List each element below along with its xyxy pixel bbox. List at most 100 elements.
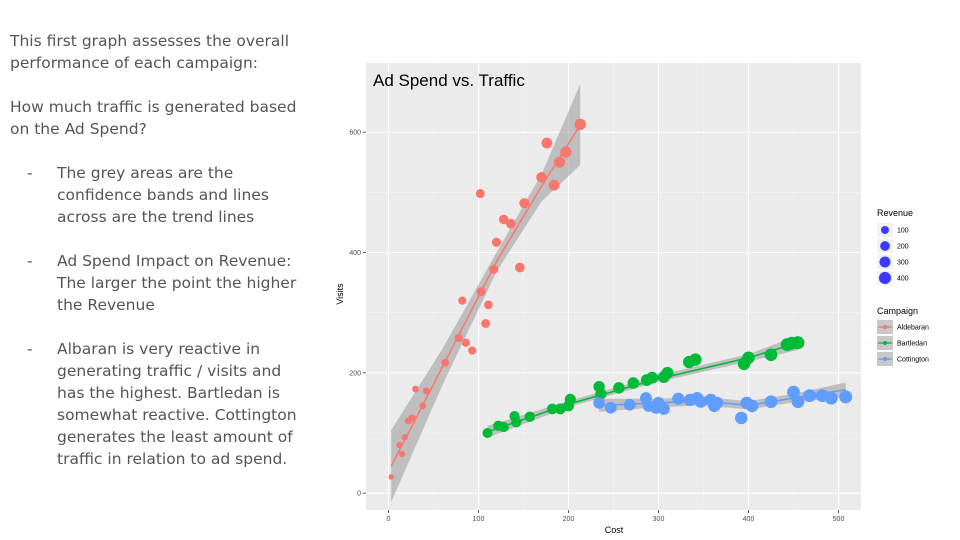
- data-point-aldebaran: [468, 346, 477, 355]
- data-point-bartledan: [646, 371, 659, 384]
- y-tick-label: 400: [349, 250, 361, 257]
- y-tick-label: 0: [357, 491, 361, 498]
- data-point-aldebaran: [461, 338, 470, 347]
- campaign-legend-title: Campaign: [877, 306, 918, 316]
- x-tick-label: 500: [833, 516, 845, 523]
- data-point-aldebaran: [412, 385, 419, 393]
- data-point-bartledan: [595, 388, 607, 400]
- data-point-cottington: [593, 397, 605, 409]
- campaign-legend-label: Bartledan: [897, 341, 927, 348]
- data-point-cottington: [787, 385, 800, 399]
- data-point-bartledan: [661, 366, 674, 379]
- data-point-bartledan: [498, 421, 509, 433]
- y-tick-label: 200: [349, 370, 361, 377]
- bullet-text: The grey areas are the confidence bands …: [57, 164, 269, 226]
- data-point-aldebaran: [560, 146, 572, 158]
- revenue-legend-title: Revenue: [877, 208, 913, 218]
- data-point-aldebaran: [454, 333, 463, 343]
- campaign-legend: Campaign Aldebaran Bartledan Cottington: [877, 306, 929, 366]
- chart-title: Ad Spend vs. Traffic: [373, 71, 525, 90]
- data-point-bartledan: [627, 377, 640, 389]
- revenue-legend-point: [879, 256, 891, 268]
- data-point-aldebaran: [553, 156, 566, 168]
- y-tick-label: 600: [349, 130, 361, 137]
- data-point-aldebaran: [574, 118, 586, 131]
- bullet-dash: -: [27, 252, 33, 270]
- data-point-aldebaran: [388, 474, 394, 480]
- data-point-aldebaran: [401, 434, 408, 441]
- bullet-dash: -: [27, 340, 33, 358]
- x-axis-label: Cost: [605, 525, 624, 535]
- data-point-aldebaran: [548, 179, 560, 191]
- data-point-bartledan: [482, 427, 493, 439]
- data-point-bartledan: [564, 393, 576, 405]
- data-point-cottington: [791, 395, 805, 409]
- data-point-bartledan: [791, 336, 805, 350]
- data-point-bartledan: [524, 411, 536, 423]
- bullet-item: - Ad Spend Impact on Revenue: The larger …: [10, 250, 310, 316]
- revenue-legend-point: [878, 271, 892, 285]
- revenue-legend-label: 200: [897, 244, 909, 251]
- data-point-cottington: [657, 402, 670, 415]
- trend-line-aldebaran: [390, 124, 581, 467]
- data-point-aldebaran: [491, 237, 502, 247]
- bullet-text: Albaran is very reactive in generating t…: [57, 340, 297, 468]
- data-point-aldebaran: [441, 358, 450, 367]
- revenue-legend-label: 300: [897, 260, 909, 267]
- revenue-legend-label: 400: [897, 276, 909, 283]
- data-point-bartledan: [742, 351, 755, 365]
- revenue-legend-point: [880, 241, 890, 251]
- data-point-aldebaran: [396, 441, 403, 449]
- data-point-aldebaran: [481, 319, 491, 328]
- data-point-bartledan: [511, 416, 522, 428]
- revenue-legend-label: 100: [897, 228, 909, 235]
- bullet-dash: -: [27, 164, 33, 182]
- data-point-aldebaran: [475, 189, 485, 199]
- data-point-cottington: [694, 395, 707, 408]
- data-point-bartledan: [764, 348, 778, 362]
- data-point-cottington: [623, 398, 636, 411]
- bullet-item: - The grey areas are the confidence bands…: [10, 162, 310, 228]
- data-point-bartledan: [546, 403, 558, 415]
- x-tick-label: 0: [387, 516, 391, 523]
- x-tick-label: 300: [653, 516, 665, 523]
- campaign-legend-label: Aldebaran: [897, 325, 929, 332]
- data-point-aldebaran: [498, 214, 509, 225]
- campaign-legend-point: [883, 357, 887, 361]
- campaign-legend-point: [883, 341, 887, 345]
- data-point-aldebaran: [541, 137, 553, 149]
- x-tick-label: 200: [563, 516, 575, 523]
- question-text: How much traffic is generated based on t…: [10, 98, 297, 138]
- data-point-aldebaran: [458, 296, 467, 305]
- data-point-aldebaran: [476, 287, 486, 297]
- confidence-band-aldebaran: [391, 84, 581, 503]
- data-point-cottington: [803, 389, 817, 403]
- confidence-band-bartledan: [487, 335, 798, 438]
- data-point-cottington: [745, 399, 759, 413]
- data-points: [388, 118, 853, 480]
- data-point-aldebaran: [483, 300, 493, 310]
- data-point-cottington: [735, 411, 748, 425]
- campaign-legend-label: Cottington: [897, 357, 929, 364]
- data-point-aldebaran: [515, 262, 525, 273]
- x-tick-label: 400: [743, 516, 755, 523]
- y-axis-label: Visits: [335, 283, 345, 305]
- data-point-aldebaran: [408, 414, 416, 422]
- data-point-cottington: [764, 395, 778, 409]
- data-point-aldebaran: [422, 387, 430, 395]
- data-point-cottington: [839, 390, 853, 404]
- bullet-item: - Albaran is very reactive in generating …: [10, 338, 310, 470]
- data-point-aldebaran: [519, 198, 530, 209]
- data-point-aldebaran: [419, 402, 427, 410]
- data-point-bartledan: [613, 382, 625, 394]
- bullet-text: Ad Spend Impact on Revenue: The larger t…: [57, 252, 297, 314]
- x-tick-label: 100: [473, 516, 485, 523]
- data-point-bartledan: [689, 353, 702, 366]
- axes: 0 100 200 300 400 500 0 200 400 600: [349, 130, 844, 523]
- data-point-cottington: [710, 396, 724, 410]
- slide-text: This first graph assesses the overall pe…: [10, 30, 310, 492]
- intro-text: This first graph assesses the overall pe…: [10, 32, 290, 72]
- campaign-legend-point: [883, 325, 887, 329]
- data-point-cottington: [604, 401, 617, 414]
